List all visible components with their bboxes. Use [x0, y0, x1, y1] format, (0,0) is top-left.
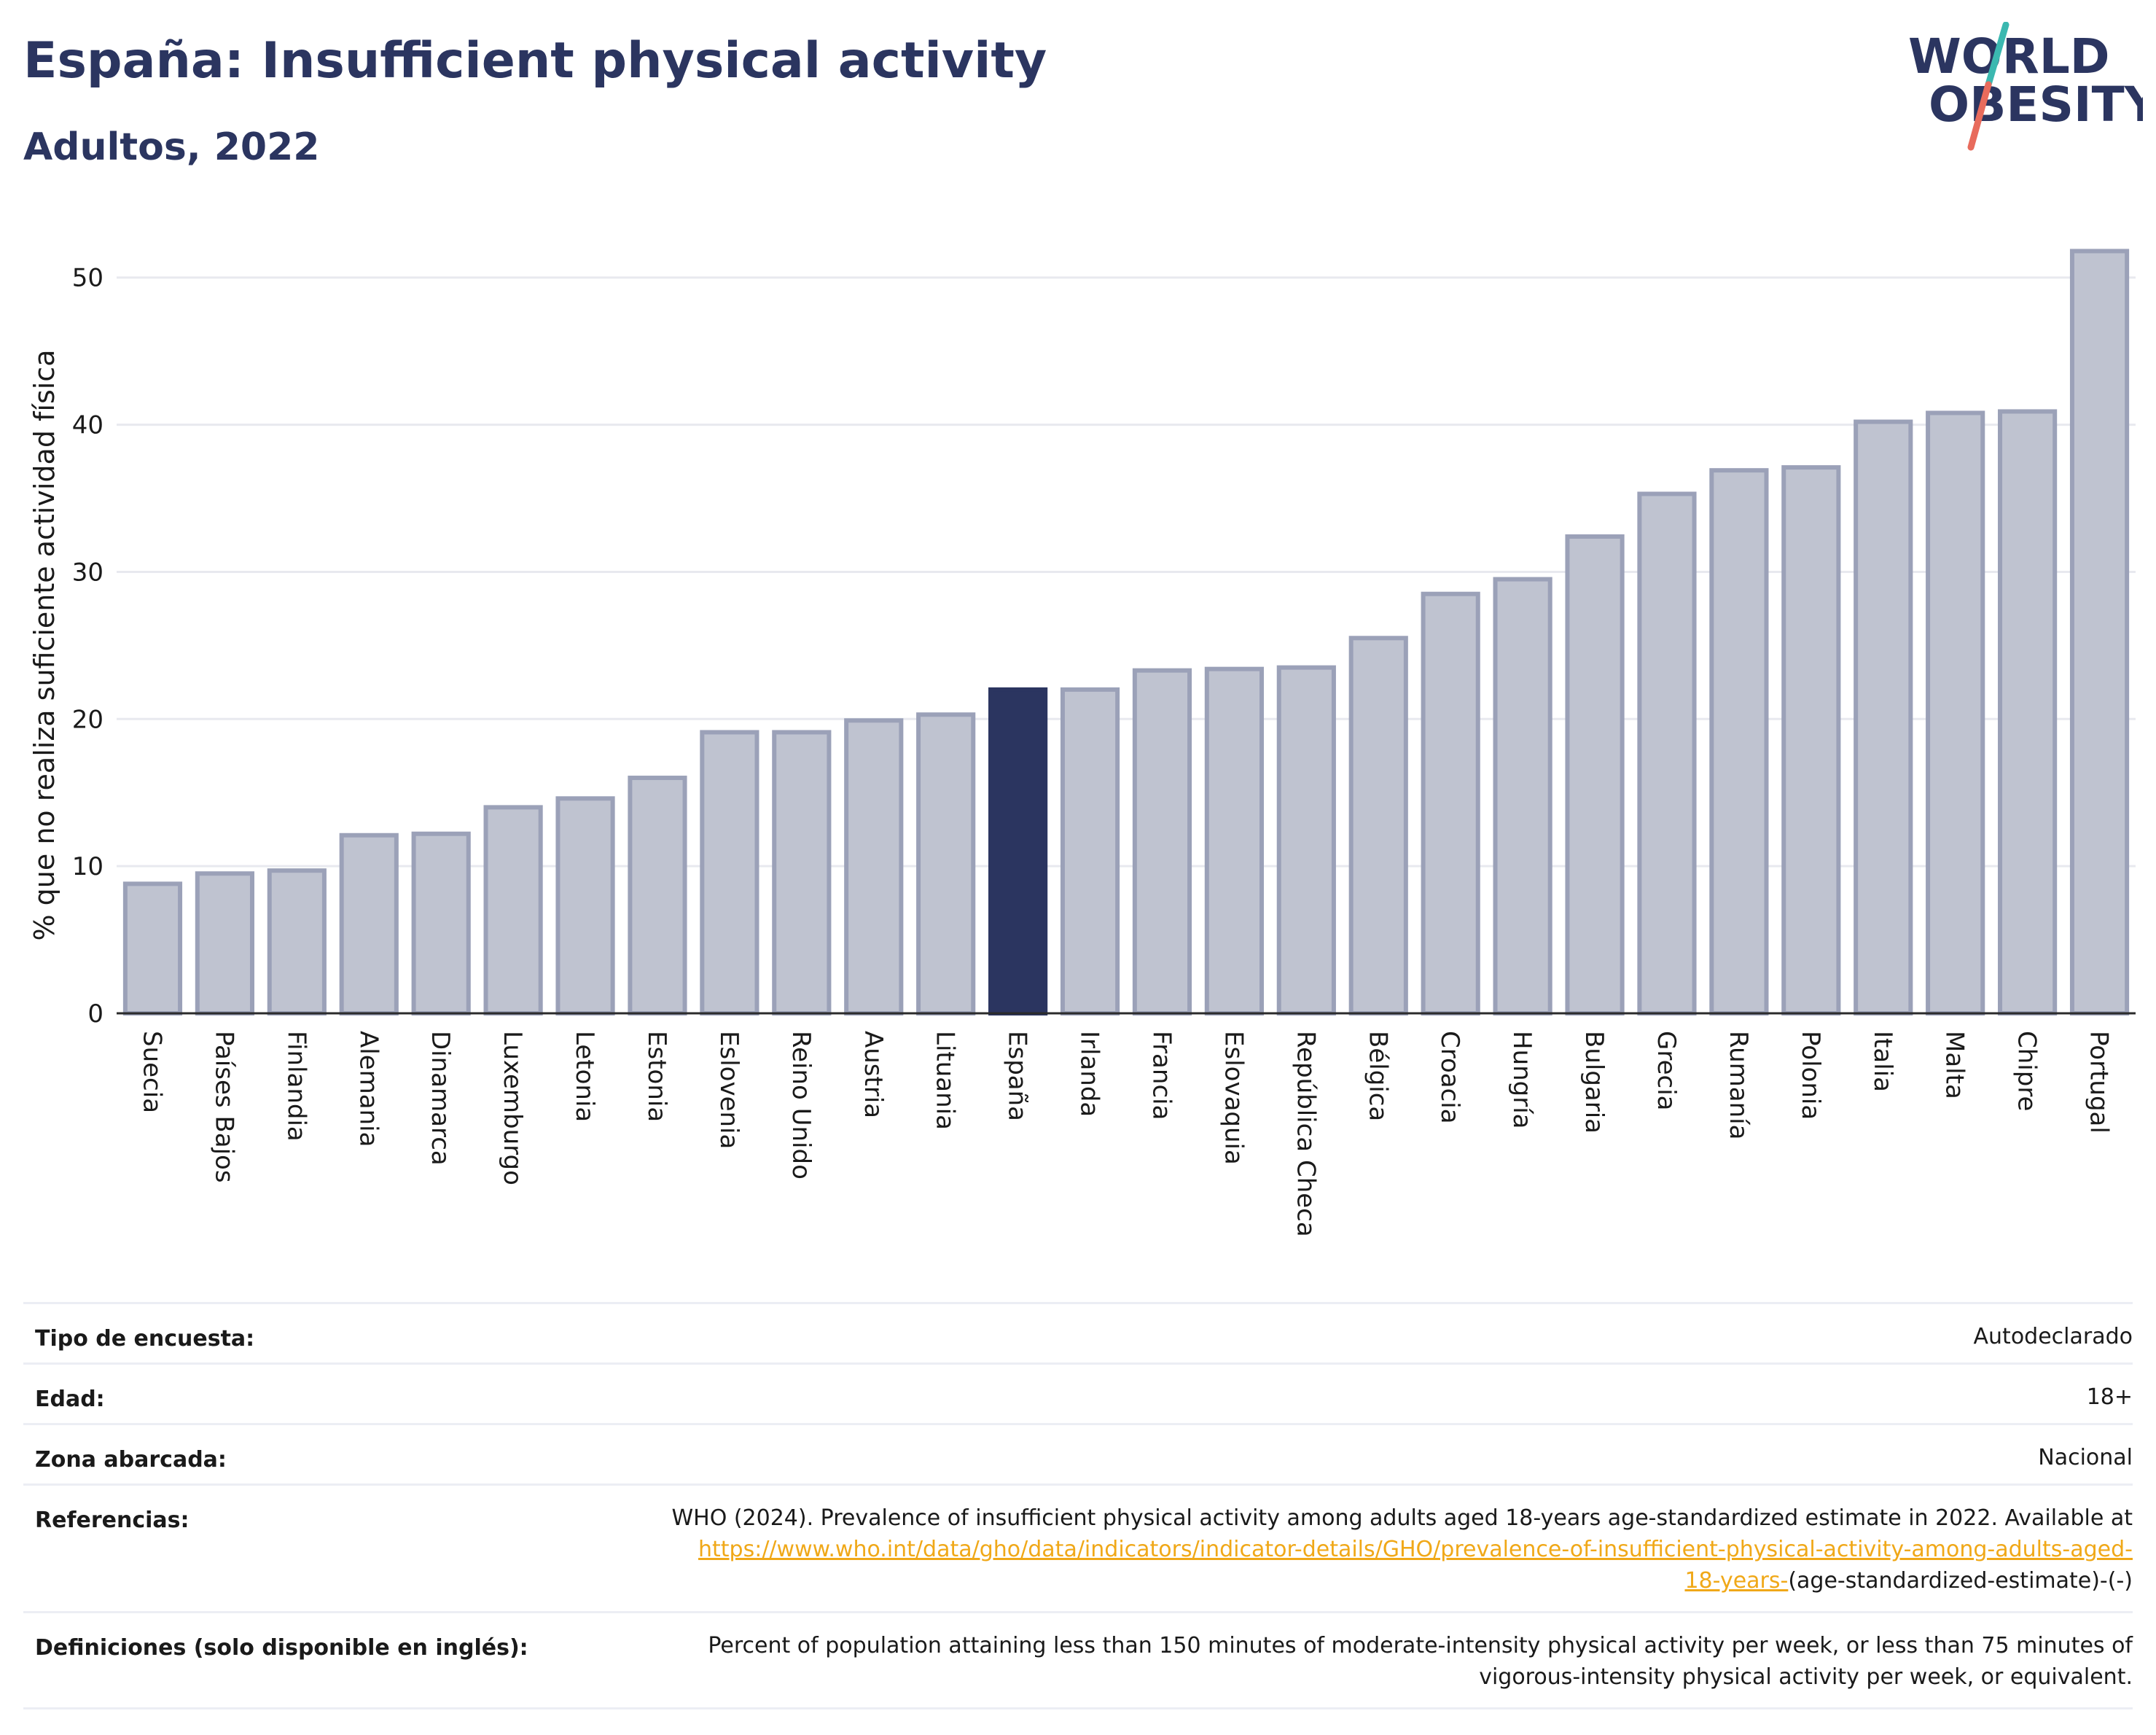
info-row-coverage: Zona abarcada: Nacional	[23, 1423, 2133, 1483]
y-tick-label: 30	[72, 558, 103, 587]
info-row-definitions: Definiciones (solo disponible en inglés)…	[23, 1611, 2133, 1709]
x-tick-label: Austria	[859, 1031, 888, 1118]
x-axis-ticks: Suecia Países Bajos Finlandia Alemania Dinam…	[137, 1031, 2113, 1237]
x-tick-label: Países Bajos	[209, 1031, 238, 1183]
bar-lituania[interactable]	[916, 712, 976, 1015]
bar-chipre[interactable]	[1998, 409, 2058, 1016]
x-tick-label: Malta	[1940, 1031, 1969, 1099]
info-table: Tipo de encuesta: Autodeclarado Edad: 18…	[23, 1302, 2133, 1709]
info-row-references: Referencias: WHO (2024). Prevalence of i…	[23, 1483, 2133, 1611]
x-tick-label: Grecia	[1652, 1031, 1681, 1110]
bar-pa-ses-bajos[interactable]	[195, 871, 254, 1015]
reference-text: WHO (2024). Prevalence of insufficient p…	[671, 1505, 2133, 1531]
y-tick-label: 50	[72, 264, 103, 293]
info-label: Edad:	[35, 1387, 105, 1412]
bar-francia[interactable]	[1132, 668, 1192, 1015]
bar-ruman-a[interactable]	[1709, 468, 1769, 1015]
info-label: Tipo de encuesta:	[35, 1326, 255, 1352]
chart-title: España: Insufficient physical activity	[23, 32, 1047, 90]
logo-text-world: WORLD	[1908, 28, 2110, 85]
y-axis-ticks: 0 10 20 30 40 50	[72, 264, 103, 1029]
bars	[122, 249, 2130, 1016]
bar-estonia[interactable]	[628, 776, 687, 1015]
y-tick-label: 0	[87, 999, 103, 1029]
bar-finlandia[interactable]	[267, 868, 327, 1015]
info-label: Referencias:	[35, 1508, 190, 1533]
bar-espa-a[interactable]	[988, 687, 1048, 1015]
x-tick-label: Hungría	[1507, 1031, 1536, 1129]
bar-grecia[interactable]	[1637, 491, 1697, 1015]
x-tick-label: República Checa	[1291, 1031, 1320, 1237]
info-label: Definiciones (solo disponible en inglés)…	[35, 1635, 528, 1661]
logo-slash-top	[1985, 22, 2009, 88]
bar-croacia[interactable]	[1421, 591, 1480, 1015]
bar-bulgaria[interactable]	[1565, 534, 1625, 1015]
x-tick-label: Reino Unido	[786, 1031, 816, 1180]
definition-line-1: Percent of population attaining less tha…	[708, 1633, 2133, 1658]
y-tick-label: 10	[72, 852, 103, 881]
x-tick-label: Chipre	[2012, 1031, 2042, 1111]
x-tick-label: Francia	[1147, 1031, 1176, 1120]
reference-link-continued[interactable]: 18-years-	[1684, 1568, 1789, 1594]
x-tick-label: Irlanda	[1075, 1031, 1104, 1117]
bar-dinamarca[interactable]	[411, 831, 471, 1015]
bar-austria[interactable]	[844, 718, 904, 1015]
info-value: Nacional	[2038, 1445, 2133, 1470]
info-value: Autodeclarado	[1973, 1324, 2133, 1349]
y-tick-label: 40	[72, 411, 103, 440]
bar-malta[interactable]	[1926, 410, 1985, 1015]
bar-portugal[interactable]	[2069, 249, 2130, 1016]
x-tick-label: Dinamarca	[426, 1031, 455, 1166]
info-row-age: Edad: 18+	[23, 1362, 2133, 1423]
x-tick-label: Bulgaria	[1579, 1031, 1609, 1134]
x-tick-label: Alemania	[354, 1031, 383, 1147]
logo-slash-bottom	[1967, 81, 1992, 151]
bar-alemania[interactable]	[339, 833, 399, 1016]
bar-luxemburgo[interactable]	[483, 805, 543, 1015]
x-tick-label: Suecia	[137, 1031, 166, 1113]
info-value: WHO (2024). Prevalence of insufficient p…	[671, 1486, 2133, 1611]
reference-link[interactable]: https://www.who.int/data/gho/data/indica…	[698, 1537, 2133, 1562]
bar-eslovaquia[interactable]	[1204, 666, 1264, 1016]
x-tick-label: Eslovaquia	[1219, 1031, 1248, 1165]
world-obesity-logo: WORLD OBESITY	[1908, 22, 2143, 151]
bar-rep-blica-checa[interactable]	[1276, 665, 1336, 1015]
info-value: Percent of population attaining less tha…	[708, 1613, 2133, 1707]
x-tick-label: Luxemburgo	[498, 1031, 527, 1185]
bar-letonia[interactable]	[555, 796, 615, 1016]
x-tick-label: Rumanía	[1724, 1031, 1753, 1139]
y-tick-label: 20	[72, 705, 103, 734]
reference-tail: (age-standardized-estimate)-(-)	[1788, 1568, 2133, 1594]
chart-subtitle: Adultos, 2022	[23, 125, 320, 169]
bar-polonia[interactable]	[1781, 465, 1841, 1015]
info-row-survey-type: Tipo de encuesta: Autodeclarado	[23, 1302, 2133, 1362]
bar-b-lgica[interactable]	[1348, 636, 1408, 1015]
x-tick-label: Lituania	[931, 1031, 960, 1130]
x-tick-label: Estonia	[642, 1031, 671, 1122]
bar-hungr-a[interactable]	[1493, 577, 1552, 1015]
info-value: 18+	[2086, 1384, 2133, 1410]
x-tick-label: Polonia	[1796, 1031, 1825, 1120]
x-tick-label: Eslovenia	[714, 1031, 743, 1149]
x-tick-label: Bélgica	[1363, 1031, 1392, 1121]
logo-text-obesity: OBESITY	[1929, 77, 2143, 133]
x-tick-label: Italia	[1868, 1031, 1897, 1092]
x-tick-label: Finlandia	[281, 1031, 310, 1142]
bar-reino-unido[interactable]	[772, 730, 832, 1015]
bar-italia[interactable]	[1854, 419, 1913, 1015]
definition-line-2: vigorous-intensity physical activity per…	[1479, 1664, 2133, 1690]
x-tick-label: Portugal	[2085, 1031, 2114, 1134]
bar-irlanda[interactable]	[1060, 687, 1120, 1015]
x-tick-label: Croacia	[1435, 1031, 1464, 1124]
bar-suecia[interactable]	[122, 881, 183, 1015]
bar-chart: 0 10 20 30 40 50 Suecia Países Bajos Finlandia A…	[28, 249, 2136, 1237]
info-label: Zona abarcada:	[35, 1447, 227, 1473]
bar-eslovenia[interactable]	[700, 730, 759, 1015]
y-axis-label: % que no realiza suficiente actividad fí…	[28, 350, 60, 941]
x-tick-label: España	[1003, 1031, 1032, 1121]
x-tick-label: Letonia	[570, 1031, 599, 1122]
